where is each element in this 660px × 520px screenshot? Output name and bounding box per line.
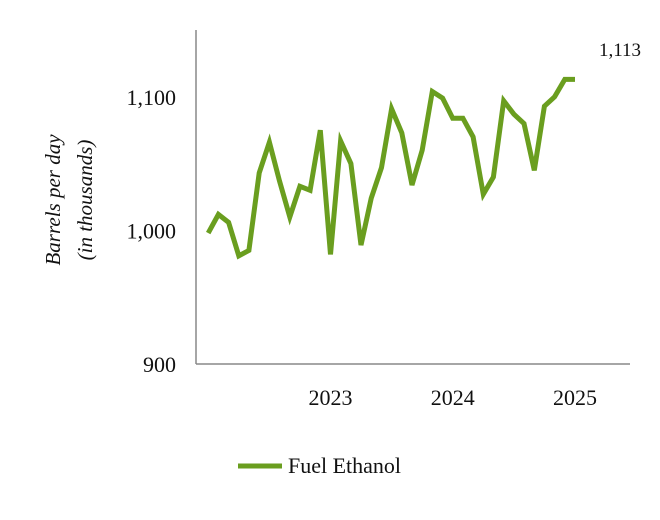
- x-tick-label: 2023: [308, 385, 352, 410]
- series-layer: [206, 76, 575, 260]
- series-line-fuel-ethanol: [206, 76, 575, 260]
- y-tick-label: 1,000: [127, 218, 177, 243]
- y-tick-label: 900: [143, 352, 176, 377]
- legend: Fuel Ethanol: [238, 453, 401, 478]
- x-tick-label: 2025: [553, 385, 597, 410]
- y-axis-label-line1: Barrels per day: [41, 134, 65, 266]
- y-axis-label-line2: (in thousands): [73, 140, 97, 261]
- x-tick-label: 2024: [431, 385, 475, 410]
- data-label-last: 1,113: [599, 40, 641, 61]
- y-tick-labels: 900 1,000 1,100: [127, 85, 177, 377]
- y-axis-label: Barrels per day (in thousands): [41, 134, 97, 266]
- x-tick-labels: 2023 2024 2025: [308, 385, 597, 410]
- y-tick-label: 1,100: [127, 85, 177, 110]
- legend-label: Fuel Ethanol: [288, 453, 401, 478]
